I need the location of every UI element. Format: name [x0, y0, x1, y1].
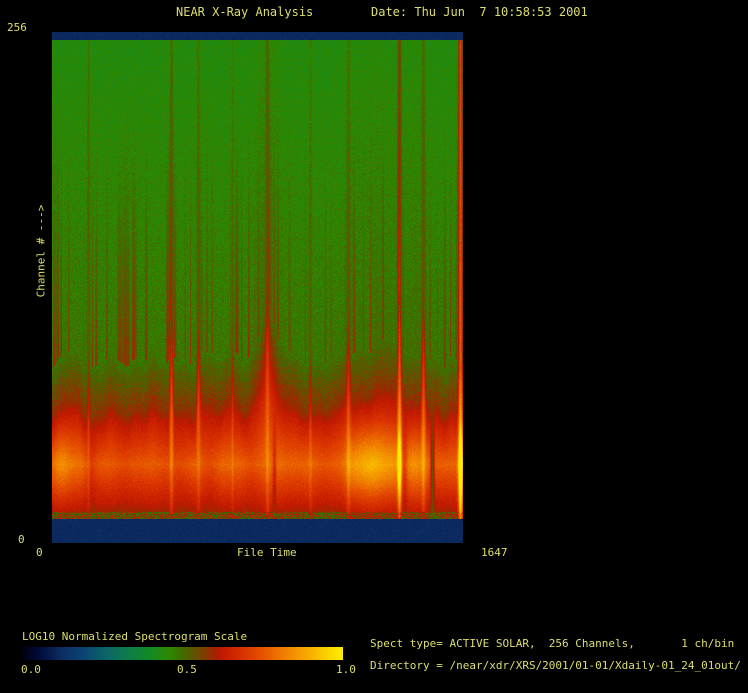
directory-info: Directory = /near/xdr/XRS/2001/01-01/Xda…: [370, 659, 741, 672]
x-axis-min-tick: 0: [36, 546, 43, 559]
x-axis-title: File Time: [237, 546, 297, 559]
y-axis-min-tick: 0: [18, 533, 25, 546]
colorbar-title: LOG10 Normalized Spectrogram Scale: [22, 630, 248, 643]
colorbar-tick-mid: 0.5: [177, 663, 197, 676]
x-axis-max-tick: 1647: [481, 546, 508, 559]
y-axis-title: Channel # --->: [34, 204, 48, 298]
colorbar-gradient: [22, 647, 343, 660]
date-label: Date: Thu Jun 7 10:58:53 2001: [371, 5, 588, 19]
spect-type-info: Spect type= ACTIVE SOLAR, 256 Channels, …: [370, 637, 735, 650]
y-axis-max-tick: 256: [7, 21, 27, 34]
page-title: NEAR X-Ray Analysis: [176, 5, 314, 19]
colorbar-tick-max: 1.0: [336, 663, 356, 676]
colorbar-tick-min: 0.0: [21, 663, 41, 676]
spectrogram-heatmap: [52, 32, 463, 543]
